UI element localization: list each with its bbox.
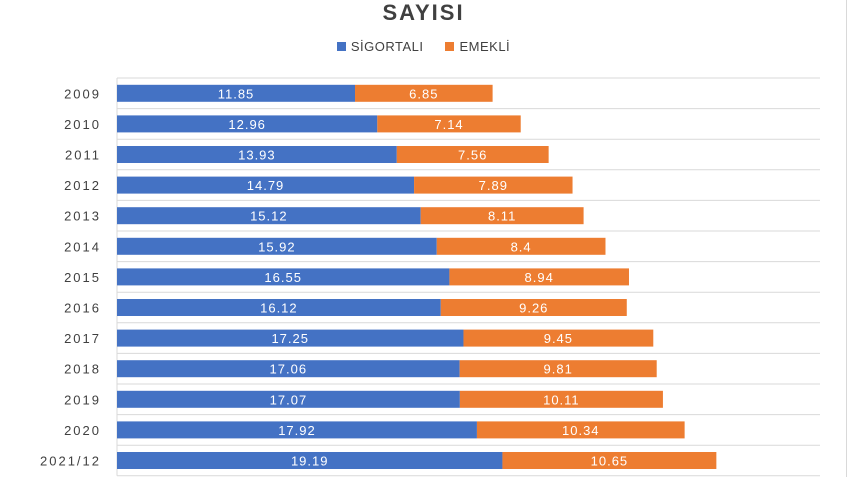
legend-item-emekli: EMEKLİ bbox=[445, 39, 510, 54]
data-label: 10.65 bbox=[591, 454, 629, 469]
bar-sigortali bbox=[117, 176, 415, 194]
data-label: 9.26 bbox=[519, 301, 548, 316]
legend-swatch-sigortali bbox=[336, 42, 346, 51]
bar-sigortali bbox=[117, 360, 460, 378]
data-label: 15.92 bbox=[258, 239, 296, 254]
data-label: 9.45 bbox=[544, 331, 573, 346]
data-label: 7.89 bbox=[479, 178, 508, 193]
bar-emekli bbox=[459, 390, 663, 408]
bar-emekli bbox=[396, 146, 549, 163]
bar-emekli bbox=[449, 268, 629, 286]
data-label: 12.96 bbox=[228, 117, 266, 132]
legend-label-sigortali: SİGORTALI bbox=[350, 39, 424, 54]
y-tick-label: 2018 bbox=[64, 362, 101, 377]
bar-sigortali bbox=[117, 299, 441, 316]
bar-sigortali bbox=[117, 390, 460, 408]
y-tick-label: 2017 bbox=[64, 331, 101, 346]
bar-emekli bbox=[459, 360, 657, 378]
data-label: 17.92 bbox=[278, 423, 316, 438]
bar-sigortali bbox=[117, 268, 450, 286]
bar-emekli bbox=[476, 421, 685, 439]
bar-emekli bbox=[440, 299, 627, 316]
data-label: 10.34 bbox=[562, 423, 600, 438]
data-label: 9.81 bbox=[544, 362, 573, 377]
data-label: 17.06 bbox=[270, 362, 308, 377]
data-label: 14.79 bbox=[247, 178, 285, 193]
data-label: 8.11 bbox=[488, 209, 516, 224]
bar-emekli bbox=[414, 176, 573, 194]
bar-emekli bbox=[377, 115, 521, 133]
legend: SİGORTALI EMEKLİ bbox=[0, 39, 847, 54]
bar-sigortali bbox=[117, 237, 437, 255]
bar-emekli bbox=[355, 84, 493, 102]
data-label: 10.11 bbox=[543, 392, 580, 407]
y-tick-label: 2015 bbox=[64, 270, 101, 285]
y-tick-label: 2009 bbox=[64, 86, 101, 101]
legend-item-sigortali: SİGORTALI bbox=[336, 39, 424, 54]
y-tick-label: 2021/12 bbox=[40, 454, 101, 469]
data-label: 16.55 bbox=[264, 270, 302, 285]
data-label: 16.12 bbox=[260, 301, 298, 316]
y-tick-label: 2013 bbox=[64, 209, 101, 224]
bar-emekli bbox=[436, 237, 606, 255]
data-label: 7.14 bbox=[434, 117, 463, 132]
y-tick-label: 2016 bbox=[64, 301, 101, 316]
data-label: 19.19 bbox=[291, 454, 329, 469]
chart-title: SAYISI bbox=[382, 0, 465, 25]
bar-sigortali bbox=[117, 452, 503, 469]
legend-swatch-emekli bbox=[445, 42, 455, 51]
data-label: 17.25 bbox=[271, 331, 309, 346]
data-label: 8.94 bbox=[525, 270, 554, 285]
bar-sigortali bbox=[117, 115, 378, 133]
data-label: 7.56 bbox=[458, 148, 487, 163]
bar-emekli bbox=[502, 452, 717, 469]
bar-sigortali bbox=[117, 207, 421, 225]
bar-sigortali bbox=[117, 84, 356, 102]
y-tick-label: 2014 bbox=[64, 239, 101, 254]
y-tick-label: 2020 bbox=[64, 423, 101, 438]
legend-label-emekli: EMEKLİ bbox=[459, 39, 511, 54]
data-label: 11.85 bbox=[218, 86, 255, 101]
data-label: 17.07 bbox=[270, 392, 308, 407]
bar-emekli bbox=[420, 207, 584, 225]
y-tick-label: 2011 bbox=[65, 148, 101, 163]
data-label: 6.85 bbox=[409, 86, 438, 101]
bar-emekli bbox=[463, 329, 654, 347]
y-tick-label: 2012 bbox=[64, 178, 101, 193]
bar-sigortali bbox=[117, 329, 464, 347]
bar-sigortali bbox=[117, 146, 397, 163]
y-tick-label: 2019 bbox=[64, 392, 101, 407]
bar-sigortali bbox=[117, 421, 477, 439]
data-label: 13.93 bbox=[238, 148, 276, 163]
data-label: 8.4 bbox=[511, 239, 532, 254]
data-label: 15.12 bbox=[250, 209, 288, 224]
y-tick-label: 2010 bbox=[64, 117, 101, 132]
